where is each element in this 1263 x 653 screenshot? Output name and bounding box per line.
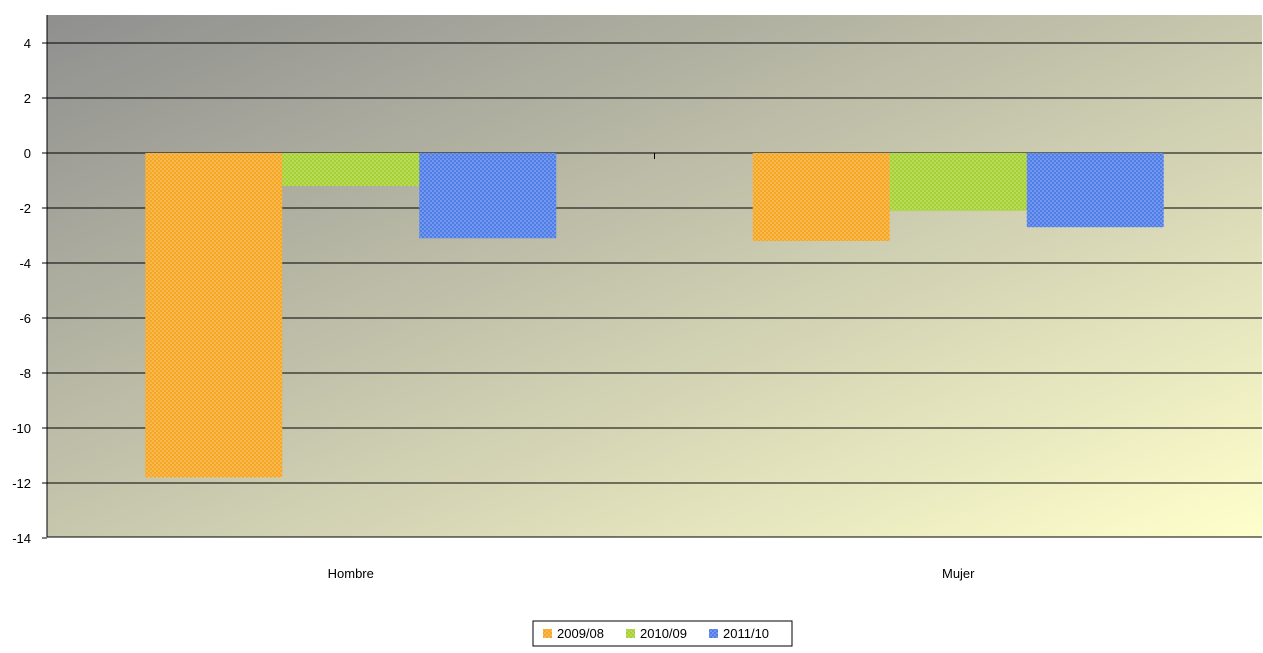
bar-mujer-2009-08: [752, 153, 890, 241]
y-tick-labels: 4 2 0 -2 -4 -6 -8 -10 -12 -14: [12, 36, 31, 546]
y-tick-label: -14: [12, 531, 31, 546]
legend-label: 2010/09: [640, 626, 687, 641]
y-tick-label: -2: [19, 201, 31, 216]
y-tick-label: -6: [19, 311, 31, 326]
y-tick-label: 2: [24, 91, 31, 106]
legend-swatch: [709, 629, 718, 638]
y-tick-label: -10: [12, 421, 31, 436]
bar-hombre-2009-08: [145, 153, 283, 478]
bars: [145, 153, 1164, 478]
legend: 2009/08 2010/09 2011/10: [532, 620, 793, 647]
bar-mujer-2010-09: [889, 153, 1027, 211]
y-tick-label: -4: [19, 256, 31, 271]
bar-hombre-2011-10: [419, 153, 557, 239]
y-tick-label: -12: [12, 476, 31, 491]
legend-swatch: [626, 629, 635, 638]
y-tick-label: 4: [24, 36, 31, 51]
bar-hombre-2010-09: [282, 153, 420, 186]
legend-label: 2011/10: [723, 626, 769, 641]
x-tick-labels: Hombre Mujer: [328, 566, 976, 581]
y-tick-label: -8: [19, 366, 31, 381]
x-tick-label: Hombre: [328, 566, 374, 581]
y-tick-label: 0: [24, 146, 31, 161]
legend-swatch: [543, 629, 552, 638]
legend-box: [532, 620, 793, 647]
legend-label: 2009/08: [557, 626, 604, 641]
axes: [42, 15, 1262, 539]
x-tick-label: Mujer: [942, 566, 975, 581]
bar-mujer-2011-10: [1026, 153, 1164, 228]
